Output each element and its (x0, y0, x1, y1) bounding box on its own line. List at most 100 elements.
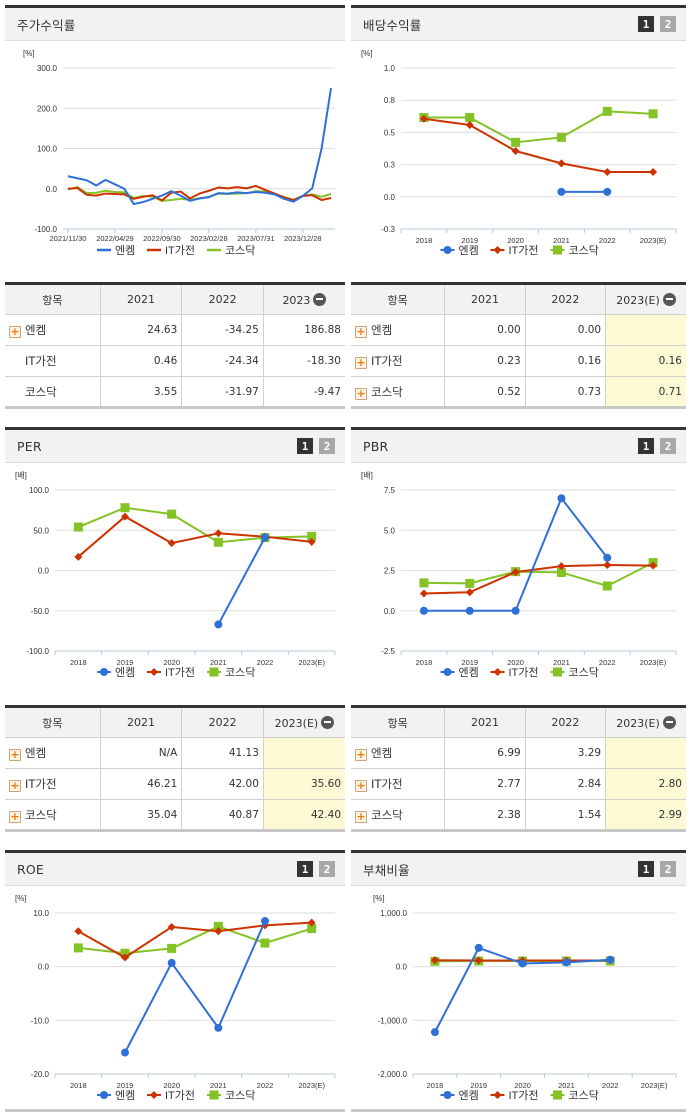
legend-item[interactable]: 코스닥 (207, 244, 255, 257)
legend-item[interactable]: 엔켐 (440, 244, 479, 257)
pbr-table: 항목 2021 2022 2023(E) + 엔켐 6.99 3.29 + IT가전 2.77 2.8… (351, 705, 686, 832)
legend-item[interactable]: 코스닥 (207, 1089, 255, 1102)
panel-divider (5, 1109, 345, 1112)
expand-icon[interactable]: + (9, 748, 21, 761)
legend-item[interactable]: IT가전 (490, 666, 539, 679)
table-cell: 0.52 (444, 376, 526, 408)
table-cell (605, 314, 686, 346)
chart-legend: 엔켐 IT가전 코스닥 (440, 244, 599, 257)
svg-text:2021/11/30: 2021/11/30 (50, 234, 87, 243)
debt-ratio-panel: 부채비율 1 2 [%] 1,000.0 0.0 -1,000.0 -2,000.0 20… (351, 850, 686, 1112)
legend-item[interactable]: 코스닥 (550, 244, 599, 257)
svg-text:10.0: 10.0 (33, 909, 49, 918)
svg-text:2023/07/31: 2023/07/31 (237, 234, 275, 243)
page-2-button[interactable]: 2 (660, 861, 676, 877)
pbr-panel: PBR 1 2 [배] 7.5 5.0 2.5 0.0 -2.5 2018 2019 2020 2… (351, 427, 686, 680)
legend-item[interactable]: 엔켐 (97, 244, 135, 257)
chart-pager: 1 2 (638, 438, 676, 454)
panel-header: 부채비율 1 2 (351, 853, 686, 886)
column-header: 항목 (351, 706, 445, 738)
stock-return-table: 항목 2021 2022 2023 + 엔켐 24.63 -34.25 186.88 IT가전 0.… (5, 282, 345, 409)
chart-legend: 엔켐 IT가전 코스닥 (440, 1089, 599, 1102)
table-header-row: 항목 2021 2022 2023 (5, 283, 345, 315)
collapse-icon[interactable] (662, 292, 676, 306)
expand-icon[interactable]: + (355, 356, 367, 369)
expand-icon[interactable]: + (9, 325, 21, 338)
chart-legend: 엔켐 IT가전 코스닥 (440, 666, 599, 679)
chart-legend: 엔켐 IT가전 코스닥 (97, 244, 255, 257)
table-cell: -31.97 (181, 376, 264, 408)
roe-panel: ROE 1 2 [%] 10.0 0.0 -10.0 -20.0 2018 2019 2020… (5, 850, 345, 1112)
chart-pager: 1 2 (638, 16, 676, 32)
svg-text:2022: 2022 (257, 1081, 274, 1090)
table-cell: 0.00 (524, 314, 606, 346)
page-1-button[interactable]: 1 (638, 16, 654, 32)
table-row: + 코스닥 35.04 40.87 42.40 (5, 799, 345, 831)
table-cell: 46.21 (99, 768, 182, 800)
svg-text:2018: 2018 (416, 658, 433, 667)
svg-text:[%]: [%] (373, 894, 385, 903)
expand-icon[interactable]: + (9, 779, 21, 792)
svg-text:2018: 2018 (416, 236, 433, 245)
expand-icon[interactable]: + (9, 809, 21, 823)
panel-title: 배당수익률 (363, 17, 422, 33)
legend-item[interactable]: IT가전 (147, 1089, 195, 1102)
panel-title: PER (17, 438, 42, 454)
table-cell (262, 737, 345, 769)
legend-item[interactable]: IT가전 (147, 666, 195, 679)
chart-legend: 엔켐 IT가전 코스닥 (97, 666, 255, 679)
collapse-icon[interactable] (662, 715, 676, 729)
table-cell: 40.87 (181, 799, 264, 831)
table-row: + 엔켐 N/A 41.13 (5, 737, 345, 769)
page-2-button[interactable]: 2 (319, 438, 335, 454)
legend-item[interactable]: 코스닥 (207, 666, 255, 679)
svg-text:엔켐: 엔켐 (115, 244, 135, 257)
row-label: + IT가전 (351, 768, 445, 800)
svg-text:2019: 2019 (117, 1081, 134, 1090)
legend-item[interactable]: IT가전 (490, 244, 539, 257)
legend-item[interactable]: IT가전 (490, 1089, 539, 1102)
expand-icon[interactable]: + (355, 386, 367, 400)
panel-title: 주가수익률 (17, 17, 76, 33)
legend-item[interactable]: 코스닥 (550, 666, 599, 679)
legend-item[interactable]: 코스닥 (550, 1089, 599, 1102)
svg-text:2022/09/30: 2022/09/30 (143, 234, 181, 243)
page-1-button[interactable]: 1 (638, 861, 654, 877)
collapse-icon[interactable] (313, 292, 327, 306)
collapse-icon[interactable] (321, 715, 335, 729)
table-cell: 0.00 (444, 314, 526, 346)
column-header: 2023(E) (262, 706, 345, 738)
column-header: 항목 (5, 706, 101, 738)
expand-icon[interactable]: + (355, 809, 367, 823)
page-1-button[interactable]: 1 (297, 861, 313, 877)
table-cell: 0.71 (605, 376, 686, 408)
panel-header: PER 1 2 (5, 430, 345, 463)
panel-header: 주가수익률 (5, 8, 345, 41)
expand-icon[interactable]: + (355, 325, 367, 338)
svg-text:-20.0: -20.0 (31, 1070, 50, 1079)
legend-item[interactable]: 엔켐 (440, 666, 479, 679)
page-2-button[interactable]: 2 (319, 861, 335, 877)
page-1-button[interactable]: 1 (297, 438, 313, 454)
expand-icon[interactable]: + (355, 779, 367, 792)
svg-text:엔켐: 엔켐 (115, 1089, 135, 1102)
legend-item[interactable]: 엔켐 (97, 1089, 135, 1102)
svg-text:-2,000.0: -2,000.0 (378, 1070, 408, 1079)
page-2-button[interactable]: 2 (660, 438, 676, 454)
legend-item[interactable]: 엔켐 (440, 1089, 479, 1102)
row-label: + 엔켐 (5, 314, 101, 346)
table-cell: -24.34 (181, 345, 264, 377)
svg-text:[%]: [%] (361, 49, 373, 58)
svg-text:-0.3: -0.3 (381, 225, 395, 234)
legend-item[interactable]: 엔켐 (97, 666, 135, 679)
svg-text:코스닥: 코스닥 (225, 1089, 255, 1102)
svg-text:2019: 2019 (461, 658, 478, 667)
svg-text:-2.5: -2.5 (381, 647, 395, 656)
table-cell: 6.99 (444, 737, 526, 769)
svg-text:-10.0: -10.0 (31, 1016, 50, 1025)
page-2-button[interactable]: 2 (660, 16, 676, 32)
page-1-button[interactable]: 1 (638, 438, 654, 454)
legend-item[interactable]: IT가전 (147, 244, 195, 257)
expand-icon[interactable]: + (355, 748, 367, 761)
svg-text:코스닥: 코스닥 (569, 666, 599, 679)
